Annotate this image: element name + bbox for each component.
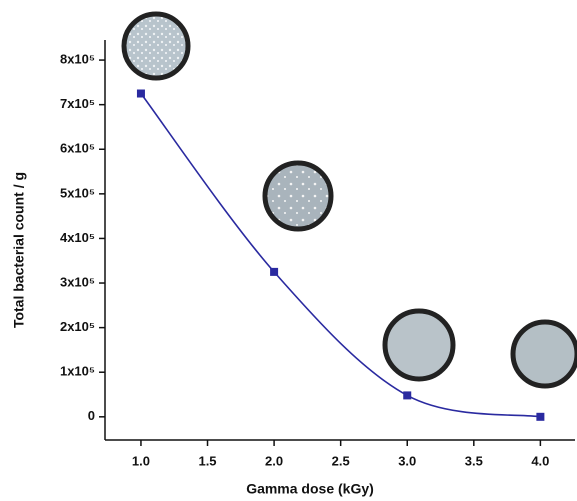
marker [136,89,145,98]
y-tick-label: 8x10⁵ [60,52,95,67]
x-tick-label: 1.5 [198,453,216,468]
x-tick-label: 4.0 [531,453,549,468]
dish-images [121,11,577,389]
x-tick-label: 3.0 [398,453,416,468]
y-tick-label: 4x10⁵ [60,230,95,245]
y-tick-label: 7x10⁵ [60,96,95,111]
y-axis-label: Total bacterial count / g [11,172,27,328]
x-tick-label: 2.5 [332,453,350,468]
marker [270,267,279,276]
y-tick-label: 3x10⁵ [60,274,95,289]
marker [536,412,545,421]
y-tick-label: 5x10⁵ [60,185,95,200]
x-tick-label: 3.5 [465,453,483,468]
line [140,93,541,418]
y-tick-label: 1x10⁵ [60,364,95,379]
x-tick-label: 1.0 [132,453,150,468]
x-tick-label: 2.0 [265,453,283,468]
y-tick-label: 2x10⁵ [60,319,95,334]
marker [403,391,412,400]
y-tick-label: 0 [88,408,95,423]
y-tick-label: 6x10⁵ [60,141,95,156]
x-axis-label: Gamma dose (kGy) [246,481,374,497]
